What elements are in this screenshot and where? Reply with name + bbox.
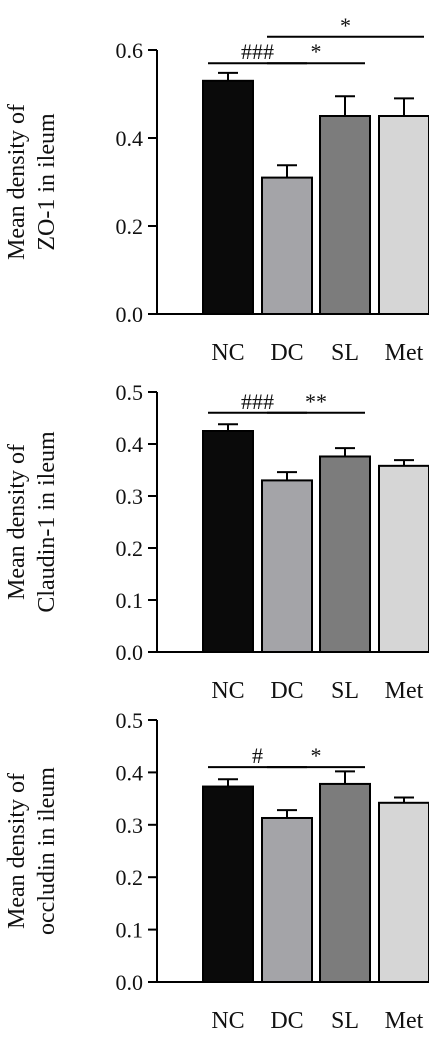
bar-sl xyxy=(319,455,371,654)
y-tick-label: 0.0 xyxy=(116,302,144,327)
bar-nc xyxy=(202,430,254,653)
y-tick-label: 0.2 xyxy=(116,536,144,561)
y-tick-label: 0.0 xyxy=(116,970,144,995)
chart-panel-1: 0.0 0.1 0.2 0.3 0.4 0.5 Mean density of Claudin… xyxy=(4,380,429,704)
category-label: SL xyxy=(331,1008,359,1034)
y-axis-title-line: ZO-1 in ileum xyxy=(34,113,60,251)
significance-label: ** xyxy=(305,389,327,414)
y-tick-label: 0.1 xyxy=(116,588,144,613)
y-tick-label: 0.3 xyxy=(116,484,144,509)
y-axis-title: Mean density of occludin in ileum xyxy=(4,767,60,935)
y-tick-label: 0.6 xyxy=(116,38,144,63)
bar-dc xyxy=(261,176,313,315)
category-label: Met xyxy=(385,1008,424,1034)
category-label: SL xyxy=(331,340,359,366)
category-label: DC xyxy=(270,340,303,366)
category-label: DC xyxy=(270,1008,303,1034)
y-tick-label: 0.1 xyxy=(116,918,144,943)
bar-dc xyxy=(261,816,313,983)
significance-label: ### xyxy=(241,39,274,64)
y-axis-title-line: occludin in ileum xyxy=(34,767,60,935)
bar-sl xyxy=(319,115,371,315)
category-label: Met xyxy=(385,678,424,704)
chart-panel-2: 0.0 0.1 0.2 0.3 0.4 0.5 Mean density of occludi… xyxy=(4,708,429,1034)
y-tick-label: 0.4 xyxy=(116,760,144,785)
y-tick-label: 0.3 xyxy=(116,813,144,838)
significance-label: ### xyxy=(241,389,274,414)
category-label: Met xyxy=(385,340,424,366)
bar-met xyxy=(378,801,429,983)
y-tick-label: 0.0 xyxy=(116,640,144,665)
bar-nc xyxy=(202,785,254,983)
y-tick-label: 0.2 xyxy=(116,865,144,890)
bar-nc xyxy=(202,79,254,315)
category-label: NC xyxy=(211,340,244,366)
bar-met xyxy=(378,464,429,653)
category-label: NC xyxy=(211,678,244,704)
y-axis-title: Mean density of ZO-1 in ileum xyxy=(4,104,60,260)
bar-met xyxy=(378,115,429,315)
category-label: NC xyxy=(211,1008,244,1034)
y-tick-label: 0.2 xyxy=(116,214,144,239)
y-axis-title-line: Mean density of xyxy=(4,104,30,260)
y-axis-title: Mean density of Claudin-1 in ileum xyxy=(4,431,60,613)
significance-label: * xyxy=(311,39,322,64)
category-label: DC xyxy=(270,678,303,704)
significance-label: * xyxy=(340,13,351,38)
y-tick-label: 0.4 xyxy=(116,432,144,457)
y-tick-label: 0.4 xyxy=(116,126,144,151)
y-tick-label: 0.5 xyxy=(116,708,144,733)
y-tick-label: 0.5 xyxy=(116,380,144,405)
category-label: SL xyxy=(331,678,359,704)
significance-label: # xyxy=(252,743,263,768)
significance-label: * xyxy=(311,743,322,768)
y-axis-title-line: Mean density of xyxy=(4,444,30,600)
chart-panel-0: 0.0 0.2 0.4 0.6 Mean density of ZO-1 in ileum… xyxy=(4,13,429,366)
y-axis-title-line: Mean density of xyxy=(4,773,30,929)
y-axis-title-line: Claudin-1 in ileum xyxy=(34,431,60,613)
bar-dc xyxy=(261,479,313,653)
bar-sl xyxy=(319,782,371,983)
